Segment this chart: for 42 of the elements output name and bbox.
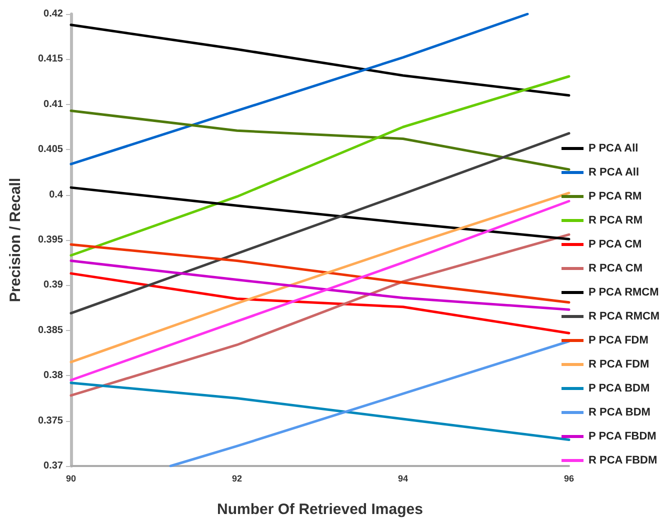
y-tick-label: 0.39 [44, 280, 64, 291]
legend-label: P PCA RM [588, 190, 642, 202]
legend-label: R PCA CM [588, 262, 642, 274]
line-series [70, 75, 570, 257]
legend-label: R PCA FDM [588, 358, 650, 370]
line-series [70, 12, 529, 166]
y-tick-label: 0.375 [38, 415, 64, 426]
legend-label: P PCA CM [588, 238, 642, 250]
legend-label: P PCA BDM [588, 382, 650, 394]
x-tick-label: 92 [232, 474, 242, 484]
y-tick-label: 0.4 [49, 189, 64, 200]
legend-label: P PCA FDM [588, 334, 648, 346]
legend-label: R PCA RMCM [588, 310, 660, 322]
legend-label: R PCA All [588, 166, 640, 178]
x-axis-title: Number Of Retrieved Images [217, 501, 423, 518]
line-series [70, 382, 570, 442]
legend-label: P PCA FBDM [588, 430, 656, 442]
line-series [70, 109, 570, 171]
y-tick-label: 0.385 [38, 324, 64, 336]
legend-label: R PCA FBDM [588, 454, 658, 466]
line-series [70, 233, 570, 397]
line-series [70, 186, 570, 240]
legend-label: P PCA All [588, 142, 638, 154]
legend-label: R PCA BDM [588, 406, 650, 418]
line-series [70, 260, 570, 311]
y-tick-label: 0.38 [44, 370, 64, 382]
x-tick-label: 96 [564, 474, 574, 484]
x-tick-label: 90 [66, 474, 76, 484]
y-tick-label: 0.37 [44, 460, 64, 472]
y-tick-label: 0.42 [44, 8, 64, 20]
line-series [70, 272, 570, 334]
y-tick-label: 0.415 [38, 54, 64, 65]
line-series [70, 243, 570, 304]
x-tick-label: 94 [398, 474, 408, 484]
line-series [70, 24, 570, 97]
y-tick-label: 0.395 [38, 234, 64, 246]
line-series [70, 132, 570, 314]
legend-label: R PCA RM [588, 214, 642, 226]
legend-label: P PCA RMCM [588, 286, 659, 298]
y-axis-title: Precision / Recall [7, 178, 24, 302]
y-tick-label: 0.405 [38, 144, 64, 156]
y-tick-label: 0.41 [44, 98, 64, 110]
